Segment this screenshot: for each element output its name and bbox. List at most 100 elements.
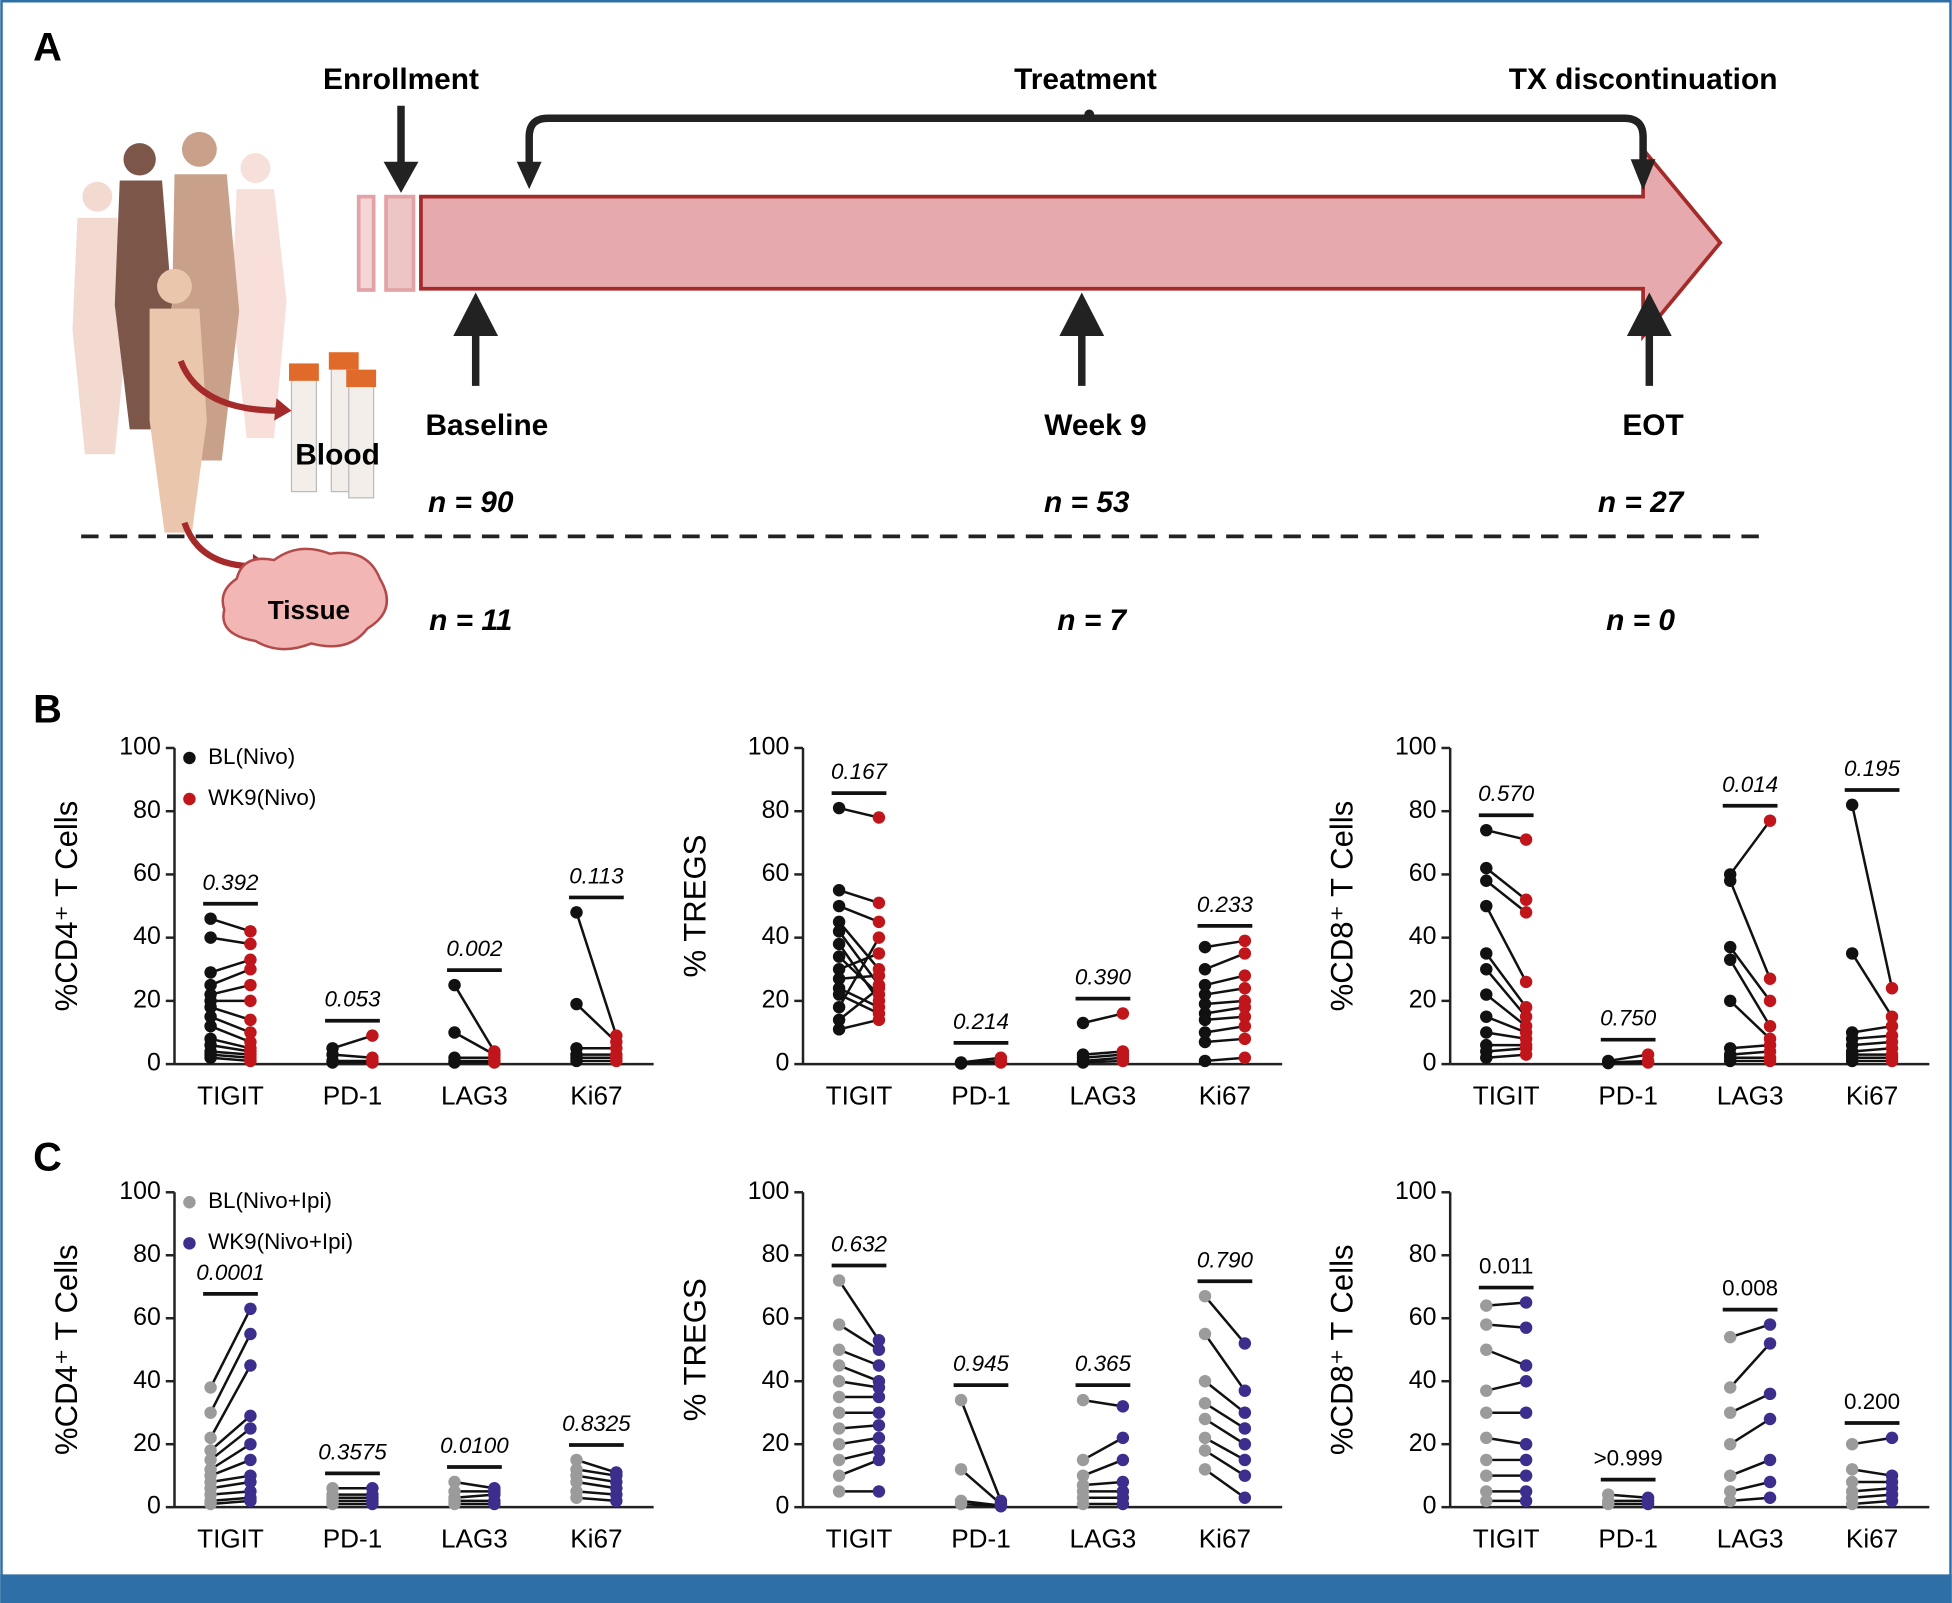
dot [1198, 963, 1212, 976]
timeline-box [356, 194, 376, 292]
dot [326, 1497, 339, 1511]
dot [1198, 1374, 1212, 1388]
dot [1238, 1010, 1252, 1023]
panel-label: A [33, 25, 62, 69]
dot [204, 1000, 217, 1014]
dot [1480, 1299, 1493, 1312]
dot [570, 1475, 583, 1489]
footer-bar [0, 1574, 1952, 1603]
dot [1519, 833, 1533, 846]
dot [1519, 1296, 1533, 1309]
pvalue: 0.011 [1479, 1254, 1533, 1279]
dot [244, 1453, 257, 1467]
dot [1885, 1431, 1899, 1445]
pair-line [960, 1502, 1001, 1508]
blood-n: n = 53 [1044, 486, 1130, 519]
pair-line [576, 1480, 617, 1490]
dot [488, 1497, 501, 1511]
pair-line [210, 983, 251, 996]
pair-line [838, 1424, 880, 1430]
pvalue: 0.8325 [562, 1411, 631, 1436]
dot [1238, 1491, 1252, 1504]
dot [1238, 1422, 1252, 1435]
dot [1519, 975, 1533, 989]
dot [1076, 1016, 1090, 1030]
dot [448, 1056, 461, 1069]
pvalue: 0.214 [953, 1009, 1009, 1034]
pair-line [1082, 1056, 1123, 1063]
dot [366, 1029, 379, 1042]
dot [1519, 1453, 1533, 1467]
dot [832, 950, 846, 963]
dot [872, 931, 886, 944]
dot [1480, 1318, 1493, 1331]
dot [872, 811, 886, 824]
y-tick-label: 60 [762, 1303, 790, 1331]
dot [872, 1406, 886, 1419]
dot [244, 937, 257, 951]
pair-line [1730, 1050, 1771, 1056]
dot [832, 1013, 846, 1027]
dot [1519, 1406, 1533, 1419]
dot [1198, 1013, 1212, 1027]
dot [954, 1463, 968, 1476]
pair-line [210, 1458, 251, 1477]
dot [1763, 1318, 1777, 1331]
pair-line [576, 1490, 617, 1496]
pair-line [1729, 819, 1772, 876]
dot [1116, 1475, 1130, 1489]
dot [1885, 1054, 1899, 1068]
dot [1723, 1485, 1737, 1498]
pair-line [1729, 880, 1772, 980]
pvalue: 0.3575 [318, 1439, 387, 1464]
dot [1763, 1387, 1777, 1401]
dot [1723, 953, 1737, 967]
dot [872, 896, 886, 910]
dot [366, 1056, 379, 1069]
blood-label: Blood [295, 439, 380, 472]
bracket-heads [516, 159, 1656, 191]
dot [1885, 1494, 1899, 1508]
x-tick-label: TIGIT [197, 1524, 264, 1554]
dot [1238, 1019, 1252, 1033]
dot [244, 1327, 257, 1341]
dot [832, 1422, 846, 1435]
dot [1198, 997, 1212, 1011]
y-tick-label: 80 [762, 796, 790, 824]
pair-line [1729, 1342, 1771, 1389]
pair-line [1486, 1031, 1527, 1041]
discontinuation-label: TX discontinuation [1509, 63, 1778, 96]
pvalue: 0.195 [1844, 756, 1901, 781]
dot [1845, 1475, 1859, 1489]
pair-line [210, 1496, 251, 1503]
x-tick-label: LAG3 [1070, 1524, 1137, 1554]
blood-n: n = 27 [1598, 486, 1685, 519]
x-tick-label: PD-1 [951, 1081, 1011, 1111]
legend-label: WK9(Nivo+Ipi) [208, 1229, 353, 1254]
pair-line [1485, 968, 1528, 1018]
pair-line [838, 1323, 880, 1351]
dot [832, 915, 846, 929]
y-tick-label: 60 [762, 859, 790, 887]
pair-line [1204, 1449, 1246, 1477]
dot [872, 969, 886, 982]
dot [1763, 994, 1777, 1008]
dot [1238, 1437, 1252, 1451]
pair-line [1486, 1436, 1527, 1446]
pair-line [1203, 1333, 1246, 1392]
dot [1885, 1019, 1899, 1033]
dot [872, 982, 886, 995]
dot [244, 925, 257, 938]
dot [832, 972, 846, 985]
pair-line [1204, 999, 1245, 1006]
tissue-n: n = 7 [1057, 604, 1127, 637]
legend-marker [183, 1237, 196, 1250]
pvalue: 0.390 [1075, 965, 1132, 990]
dot [1641, 1056, 1655, 1069]
pair-line [210, 936, 251, 946]
pair-line [1729, 1458, 1771, 1477]
dot [1723, 994, 1737, 1008]
pair-line [1485, 1380, 1527, 1392]
